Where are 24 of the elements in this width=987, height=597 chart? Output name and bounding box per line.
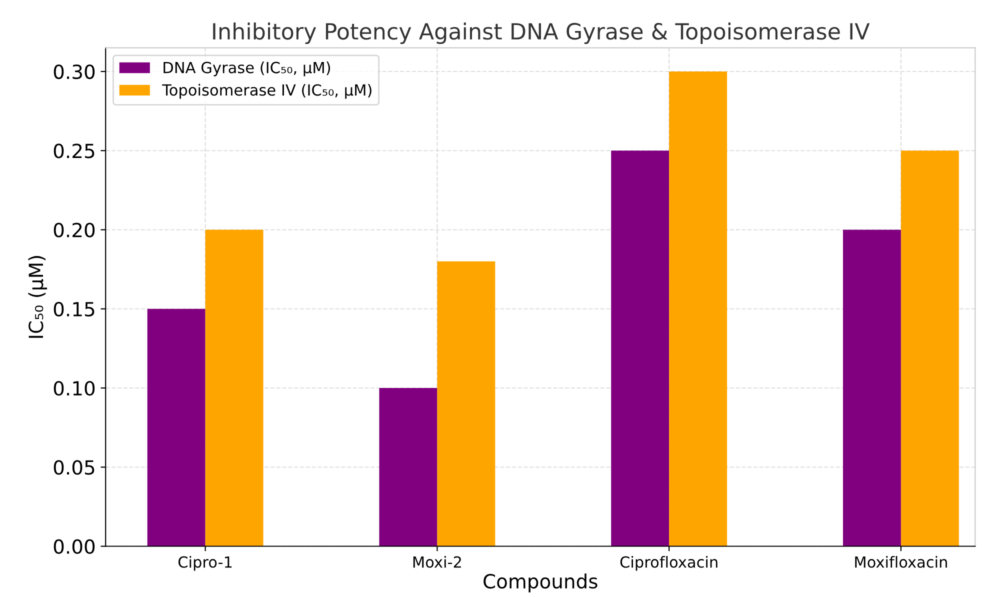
y-tick-label: 0.25 xyxy=(54,144,94,158)
y-tick-label: 0.05 xyxy=(54,460,94,475)
y-tick-label: 0.10 xyxy=(54,380,95,396)
bar xyxy=(842,230,901,546)
x-tick-label: Ciprofloxacin xyxy=(620,556,718,571)
y-tick-label: 0.00 xyxy=(54,539,95,554)
bar xyxy=(379,388,438,546)
bar xyxy=(611,150,670,546)
x-tick-label: Cipro-1 xyxy=(178,556,232,571)
x-axis-title: Compounds xyxy=(484,574,598,592)
x-tick-label: Moxi-2 xyxy=(413,556,461,568)
y-tick-label: 0.15 xyxy=(54,302,94,317)
y-tick-label: 0.30 xyxy=(54,64,95,80)
bar xyxy=(205,230,264,546)
chart-title: Inhibitory Potency Against DNA Gyrase & Topoisomerase IV xyxy=(213,22,870,44)
bar xyxy=(147,308,206,546)
x-tick-label: Moxifloxacin xyxy=(855,556,947,568)
bar xyxy=(437,261,496,546)
bar xyxy=(669,72,728,546)
legend-label: Topoisomerase IV (IC₅₀, μM) xyxy=(162,84,372,99)
y-tick-label: 0.20 xyxy=(54,222,95,238)
y-axis-title: IC₅₀ (μM) xyxy=(28,256,48,338)
bar xyxy=(900,150,959,546)
legend-label: DNA Gyrase (IC₅₀, μM) xyxy=(164,62,330,76)
